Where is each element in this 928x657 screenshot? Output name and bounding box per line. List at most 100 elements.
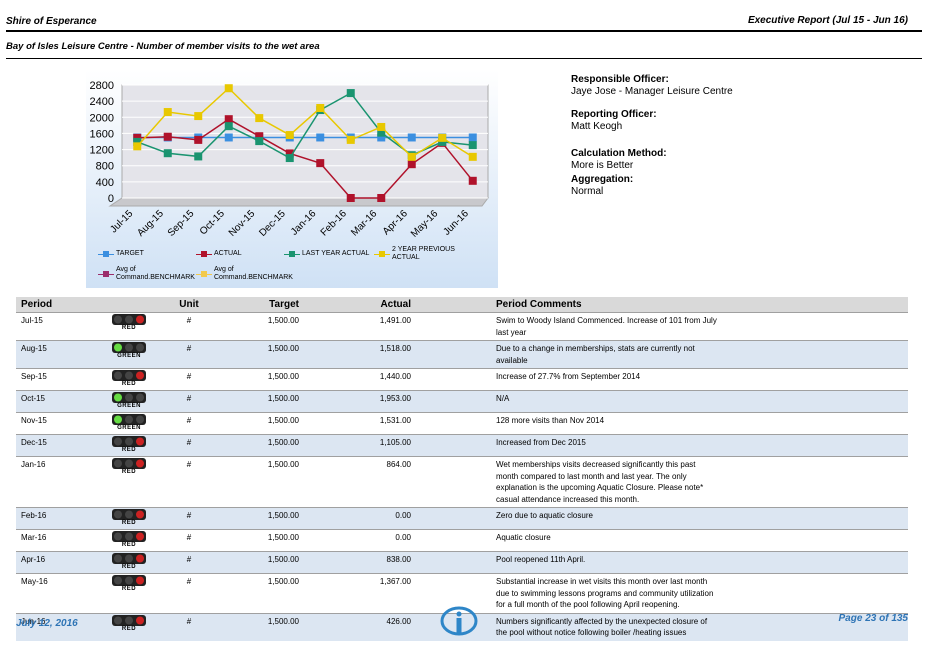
traffic-light (112, 553, 146, 564)
light (125, 371, 133, 380)
status: RED (99, 434, 159, 457)
point (468, 141, 477, 150)
point (285, 131, 294, 140)
point (224, 133, 233, 142)
unit: # (159, 368, 219, 391)
plot-area (121, 84, 489, 199)
period: Apr-16 (16, 551, 99, 574)
point (316, 104, 325, 113)
x-tick-label: Nov-15 (227, 208, 258, 239)
status-label: RED (121, 586, 137, 592)
comment: Aquatic closure (451, 529, 908, 552)
status: GREEN (99, 340, 159, 369)
status: RED (99, 456, 159, 508)
light (125, 532, 133, 541)
legend-item: Avg of Command.BENCHMARK (98, 266, 195, 282)
period: Sep-15 (16, 368, 99, 391)
unit: # (159, 390, 219, 413)
info-label: Calculation Method: (571, 148, 667, 159)
logo (440, 606, 478, 636)
row: Aug-15 GREEN #1,500.00 1,518.00 Due to a cha… (16, 340, 908, 369)
info-label: Responsible Officer: (571, 74, 669, 85)
legend-swatch (98, 250, 114, 258)
light (125, 343, 133, 352)
x-tick-label: Jun-16 (441, 208, 471, 238)
actual: 838.00 (311, 551, 451, 574)
light (136, 616, 144, 624)
x-tick-label: Dec-15 (257, 208, 288, 239)
footer-page: Page 23 of 135 (838, 613, 908, 624)
chart-svg: 0 400 800 1200 1600 2000 2400 2800 Jul-15 Aug-15 S… (90, 80, 489, 240)
actual: 0.00 (311, 507, 451, 530)
point (407, 133, 416, 142)
footer-date: July 12, 2016 (16, 618, 78, 629)
point (316, 159, 325, 168)
header-cell (99, 297, 159, 313)
row: Oct-15 GREEN #1,500.00 1,953.00 N/A (16, 390, 908, 413)
traffic-light (112, 436, 146, 447)
y-tick-label: 0 (108, 193, 114, 205)
traffic-light (112, 414, 146, 425)
light (136, 393, 144, 402)
y-tick-label: 1600 (90, 128, 114, 140)
traffic-light (112, 614, 146, 626)
x-tick-label: Jan-16 (289, 208, 319, 238)
point (377, 133, 386, 142)
legend-item: 2 YEAR PREVIOUS ACTUAL (374, 246, 466, 262)
unit: # (159, 551, 219, 574)
target: 1,500.00 (219, 340, 311, 369)
legend-marker (201, 250, 207, 257)
point (468, 152, 477, 161)
point (224, 115, 233, 124)
target: 1,500.00 (219, 573, 311, 613)
legend-label: Avg of Command.BENCHMARK (214, 266, 293, 281)
status-label: RED (121, 564, 137, 570)
traffic-light (112, 575, 146, 586)
x-tick-label: Feb-16 (319, 208, 349, 238)
point (438, 133, 447, 142)
point (407, 152, 416, 161)
unit: # (159, 412, 219, 435)
y-tick-label: 1200 (90, 145, 114, 157)
period: Jun-16 (16, 612, 99, 641)
legend-marker (289, 250, 295, 257)
light (136, 315, 144, 324)
light (114, 343, 122, 352)
target: 1,500.00 (219, 456, 311, 508)
status-label: RED (121, 469, 137, 475)
info-label: Aggregation: (571, 174, 634, 185)
legend-marker (103, 250, 109, 257)
x-tick-label: Apr-16 (381, 208, 410, 237)
actual: 0.00 (311, 529, 451, 552)
comment: Substantial increase in wet visits this … (451, 573, 908, 613)
light (125, 616, 133, 624)
light (136, 576, 144, 585)
light (136, 510, 144, 519)
period: Mar-16 (16, 529, 99, 552)
comment: Due to a change in memberships, stats ar… (451, 340, 908, 369)
unit: # (159, 340, 219, 369)
x-tick-label: Mar-16 (349, 208, 379, 238)
status: RED (99, 507, 159, 530)
traffic-light (112, 458, 146, 469)
target: 1,500.00 (219, 551, 311, 574)
period: Jan-16 (16, 456, 99, 508)
actual: 1,440.00 (311, 368, 451, 391)
light (125, 510, 133, 519)
x-tick-label: May-16 (409, 208, 441, 240)
point (377, 122, 386, 131)
legend-item: LAST YEAR ACTUAL (284, 250, 376, 258)
comment: Wet memberships visits decreased signifi… (451, 456, 908, 508)
subtitle: Bay of Isles Leisure Centre - Number of … (6, 41, 320, 52)
unit: # (159, 529, 219, 552)
target: 1,500.00 (219, 412, 311, 435)
y-tick-label: 800 (96, 161, 114, 173)
period: Oct-15 (16, 390, 99, 413)
status: RED (99, 312, 159, 341)
traffic-light (112, 342, 146, 353)
point (224, 122, 233, 131)
comment: Increased from Dec 2015 (451, 434, 908, 457)
light (136, 415, 144, 424)
legend-swatch (98, 270, 114, 278)
target: 1,500.00 (219, 434, 311, 457)
